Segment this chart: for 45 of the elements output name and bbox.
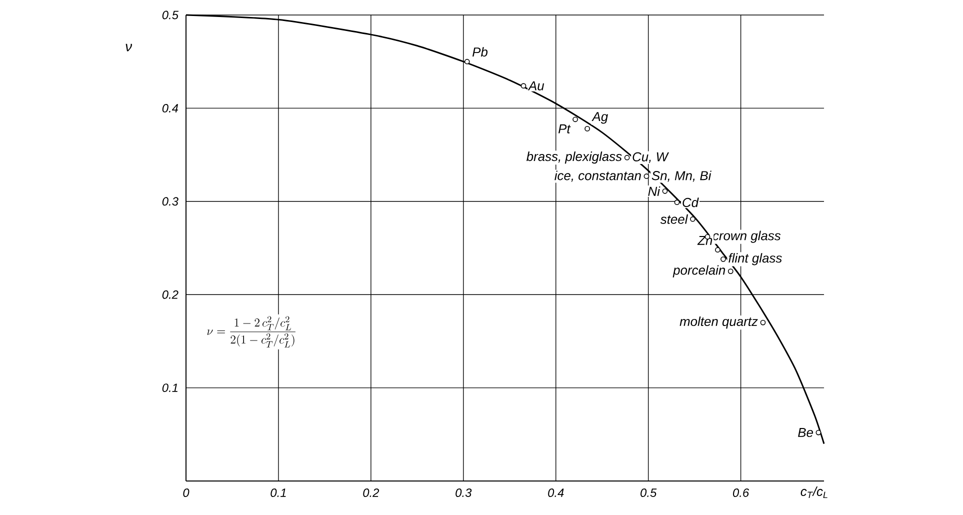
point xyxy=(520,83,526,89)
annotation: Ag xyxy=(592,112,608,124)
annotation: Ni xyxy=(648,186,660,196)
x-tick-label: 0.1 xyxy=(270,488,286,497)
x-tick-label: 0 xyxy=(183,488,190,497)
y-tick-label: 0.3 xyxy=(162,197,178,206)
annotation: Cu, W xyxy=(632,152,670,163)
point xyxy=(714,247,720,253)
y-tick-label: 0.1 xyxy=(162,384,178,392)
annotation: porcelain xyxy=(672,265,726,278)
annotation: flint glass xyxy=(728,253,782,266)
point xyxy=(728,268,734,274)
point xyxy=(662,188,668,194)
annotation: crown glass xyxy=(712,230,781,243)
x-tick-label: 0.2 xyxy=(363,488,380,497)
annotation: Pb xyxy=(472,47,488,57)
y-tick-label: 0.4 xyxy=(162,104,178,112)
point xyxy=(674,200,680,206)
point xyxy=(720,256,726,262)
point xyxy=(624,154,630,160)
annotation: Sn, Mn, Bi xyxy=(652,170,712,182)
x-axis-title: c$_{T}$/c$_{L}$ xyxy=(800,486,828,498)
point xyxy=(584,126,590,132)
annotation: steel xyxy=(660,214,688,224)
point xyxy=(464,58,470,64)
point xyxy=(816,430,822,436)
annotation: Be xyxy=(798,428,813,438)
y-tick-label: 0.2 xyxy=(162,290,178,299)
y-axis-title: ν xyxy=(126,44,132,52)
annotation: Pt xyxy=(558,124,571,134)
annotation: ice, constantan xyxy=(554,170,641,182)
y-tick-label: 0.5 xyxy=(162,10,179,20)
point xyxy=(760,320,766,326)
annotation: $\nu = \frac{1-2\,c_T^2/c_L^2}{2(1-c_T^2/c_L^2)}$ xyxy=(207,316,296,348)
point xyxy=(644,174,650,179)
annotation: Au xyxy=(528,81,544,90)
x-tick-label: 0.4 xyxy=(548,488,564,497)
annotation: molten quartz xyxy=(680,316,758,329)
x-tick-label: 0.5 xyxy=(640,488,657,497)
x-tick-label: 0.6 xyxy=(732,488,750,497)
annotation: brass, plexiglass xyxy=(526,152,622,164)
point xyxy=(690,216,696,222)
annotation: Cd xyxy=(682,198,699,208)
point xyxy=(572,116,578,122)
x-tick-label: 0.3 xyxy=(456,488,472,497)
